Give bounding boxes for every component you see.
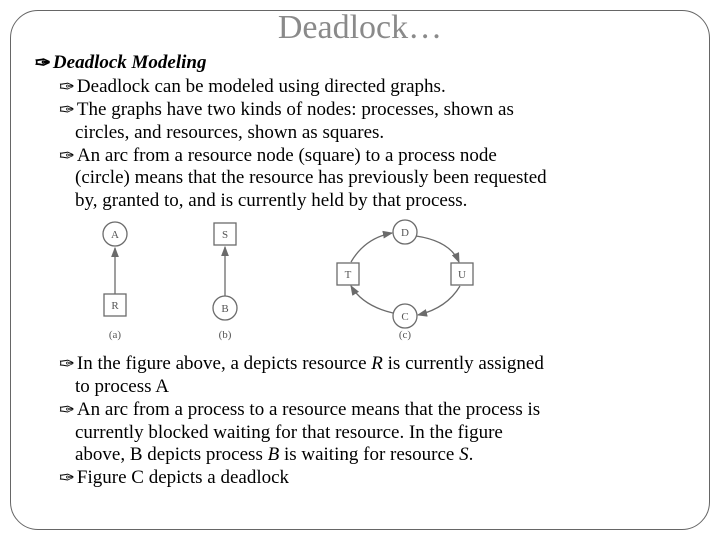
bullet-icon: ✑ <box>59 354 75 376</box>
bullet-1-text: Deadlock can be modeled using directed g… <box>77 76 446 97</box>
bullet-icon: ✑ <box>59 468 75 490</box>
label-d: D <box>401 227 409 239</box>
edge-c-to-t <box>351 286 393 313</box>
bullet-4-cont: to process A <box>75 376 691 398</box>
label-s: S <box>222 229 228 241</box>
edge-u-to-c <box>418 286 460 315</box>
bullet-2-text: The graphs have two kinds of nodes: proc… <box>77 99 514 120</box>
bullet-3-cont2: by, granted to, and is currently held by… <box>75 190 691 212</box>
b5c2-b: is waiting for resource <box>279 444 459 465</box>
bullet-3-cont1: (circle) means that the resource has pre… <box>75 167 691 189</box>
bullet-2: ✑The graphs have two kinds of nodes: pro… <box>59 99 691 121</box>
figure-container: A R (a) S B (b) D T U C <box>75 216 691 351</box>
label-u: U <box>458 269 466 281</box>
bullet-icon: ✑ <box>59 146 75 168</box>
label-c: C <box>401 311 408 323</box>
b5c2-i1: B <box>268 444 280 465</box>
caption-b: (b) <box>219 329 232 341</box>
edge-t-to-d <box>351 233 392 262</box>
heading-line: ✑Deadlock Modeling <box>35 51 691 74</box>
bullet-3: ✑An arc from a resource node (square) to… <box>59 145 691 167</box>
slide-title: Deadlock… <box>29 11 691 45</box>
slide-frame: Deadlock… ✑Deadlock Modeling ✑Deadlock c… <box>10 10 710 530</box>
bullet-4: ✑In the figure above, a depicts resource… <box>59 353 691 375</box>
label-r: R <box>111 300 119 312</box>
caption-c: (c) <box>399 329 412 341</box>
edge-d-to-u <box>416 236 459 262</box>
bullet-2-cont: circles, and resources, shown as squares… <box>75 122 691 144</box>
label-t: T <box>345 269 352 281</box>
deadlock-diagram: A R (a) S B (b) D T U C <box>75 216 535 346</box>
b5c2-c: . <box>469 444 474 465</box>
bullet-5-cont1: currently blocked waiting for that resou… <box>75 422 691 444</box>
heading-text: Deadlock Modeling <box>53 52 207 73</box>
bullet-4-text-a: In the figure above, a depicts resource <box>77 353 371 374</box>
b5c2-i2: S <box>459 444 469 465</box>
label-a: A <box>111 229 119 241</box>
bullet-6-text: Figure C depicts a deadlock <box>77 467 289 488</box>
bullet-1: ✑Deadlock can be modeled using directed … <box>59 76 691 98</box>
bullet-6: ✑Figure C depicts a deadlock <box>59 467 691 489</box>
bullet-icon: ✑ <box>59 100 75 122</box>
caption-a: (a) <box>109 329 122 341</box>
bullet-5-text: An arc from a process to a resource mean… <box>77 399 540 420</box>
bullet-icon: ✑ <box>59 77 75 99</box>
bullet-icon: ✑ <box>35 52 51 75</box>
label-b: B <box>221 303 228 315</box>
bullet-4-text-b: is currently assigned <box>383 353 544 374</box>
bullet-5: ✑An arc from a process to a resource mea… <box>59 399 691 421</box>
bullet-icon: ✑ <box>59 400 75 422</box>
bullet-3-text: An arc from a resource node (square) to … <box>77 145 497 166</box>
bullet-5-cont2: above, B depicts process B is waiting fo… <box>75 444 691 466</box>
b5c2-a: above, B depicts process <box>75 444 268 465</box>
bullet-4-italic: R <box>371 353 383 374</box>
